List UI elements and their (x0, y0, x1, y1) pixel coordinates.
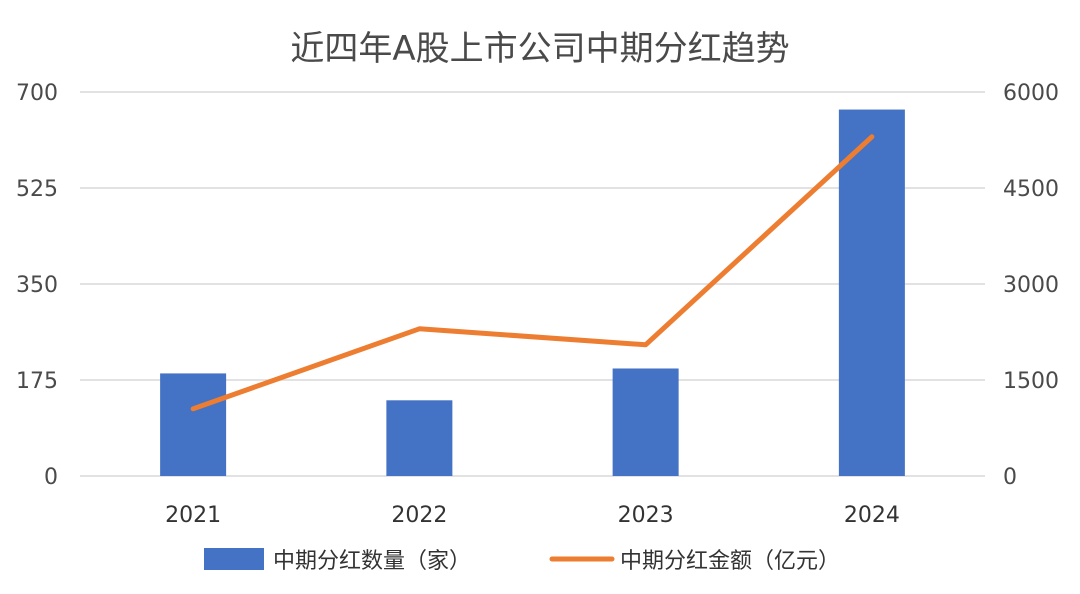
bar (839, 110, 905, 476)
bar (386, 400, 452, 476)
x-tick-label: 2024 (844, 503, 900, 528)
y-left-tick-label: 350 (16, 273, 58, 298)
line-layer (193, 137, 872, 409)
x-tick-label: 2023 (618, 503, 674, 528)
y-right-tick-label: 3000 (1003, 273, 1059, 298)
bar (160, 373, 226, 476)
bar (613, 368, 679, 476)
legend-bar-label: 中期分红数量（家） (273, 549, 471, 574)
x-axis: 2021 2022 2023 2024 (165, 503, 900, 528)
y-axis-right: 0 1500 3000 4500 6000 (1003, 81, 1059, 490)
y-right-tick-label: 0 (1003, 465, 1017, 490)
y-right-tick-label: 4500 (1003, 177, 1059, 202)
bar-layer (160, 110, 905, 476)
chart-title: 近四年A股上市公司中期分红趋势 (290, 29, 789, 69)
x-tick-label: 2022 (391, 503, 447, 528)
legend-line-label: 中期分红金额（亿元） (620, 549, 840, 574)
x-tick-label: 2021 (165, 503, 221, 528)
legend: 中期分红数量（家） 中期分红金额（亿元） (204, 548, 840, 574)
y-right-tick-label: 1500 (1003, 369, 1059, 394)
y-left-tick-label: 700 (16, 81, 58, 106)
y-left-tick-label: 0 (44, 465, 58, 490)
y-right-tick-label: 6000 (1003, 81, 1059, 106)
y-axis-left: 0 175 350 525 700 (16, 81, 58, 490)
legend-bar-swatch (204, 548, 264, 570)
y-left-tick-label: 175 (16, 369, 58, 394)
y-left-tick-label: 525 (16, 177, 58, 202)
line-series (193, 137, 872, 409)
